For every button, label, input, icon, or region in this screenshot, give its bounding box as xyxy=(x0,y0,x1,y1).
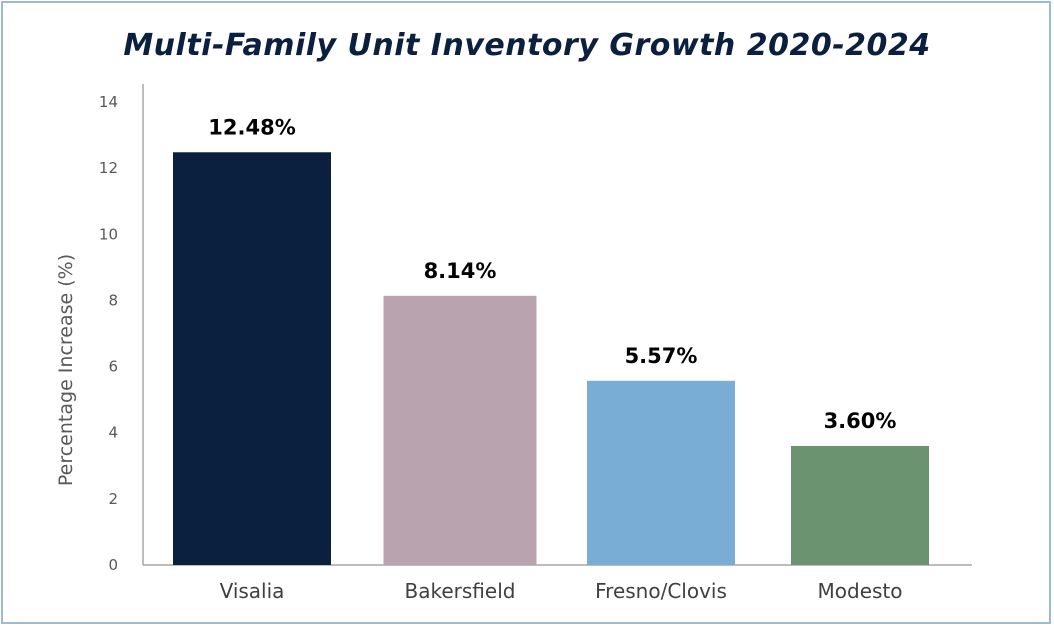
y-tick-label-4: 4 xyxy=(108,424,118,442)
bar-modesto xyxy=(791,445,929,565)
x-tick-label-bakersfield: Bakersfield xyxy=(405,579,516,603)
data-label-bakersfield: 8.14% xyxy=(424,259,497,283)
category-labels-group: Visalia Bakersfield Fresno/Clovis Modesto xyxy=(220,579,903,603)
bars-group xyxy=(173,152,929,566)
data-label-fresno-clovis: 5.57% xyxy=(625,344,698,368)
y-axis-ticks: 0 2 4 6 8 10 12 14 xyxy=(99,93,118,574)
x-tick-label-visalia: Visalia xyxy=(220,579,285,603)
y-tick-label-8: 8 xyxy=(108,291,118,309)
y-tick-label-6: 6 xyxy=(108,358,118,376)
chart-title: Multi-Family Unit Inventory Growth 2020-… xyxy=(123,28,931,63)
y-tick-label-12: 12 xyxy=(99,159,118,177)
data-label-visalia: 12.48% xyxy=(208,115,295,139)
bar-bakersfield xyxy=(383,295,537,565)
bar-fresno-clovis xyxy=(587,380,735,565)
data-labels-group: 12.48% 8.14% 5.57% 3.60% xyxy=(208,115,896,433)
y-tick-label-14: 14 xyxy=(99,93,118,111)
x-tick-label-modesto: Modesto xyxy=(818,579,903,603)
y-tick-label-2: 2 xyxy=(108,490,118,508)
bar-visalia xyxy=(173,152,331,566)
y-tick-label-10: 10 xyxy=(99,225,118,243)
y-tick-label-0: 0 xyxy=(108,556,118,574)
data-label-modesto: 3.60% xyxy=(824,409,897,433)
x-tick-label-fresno-clovis: Fresno/Clovis xyxy=(595,579,727,603)
